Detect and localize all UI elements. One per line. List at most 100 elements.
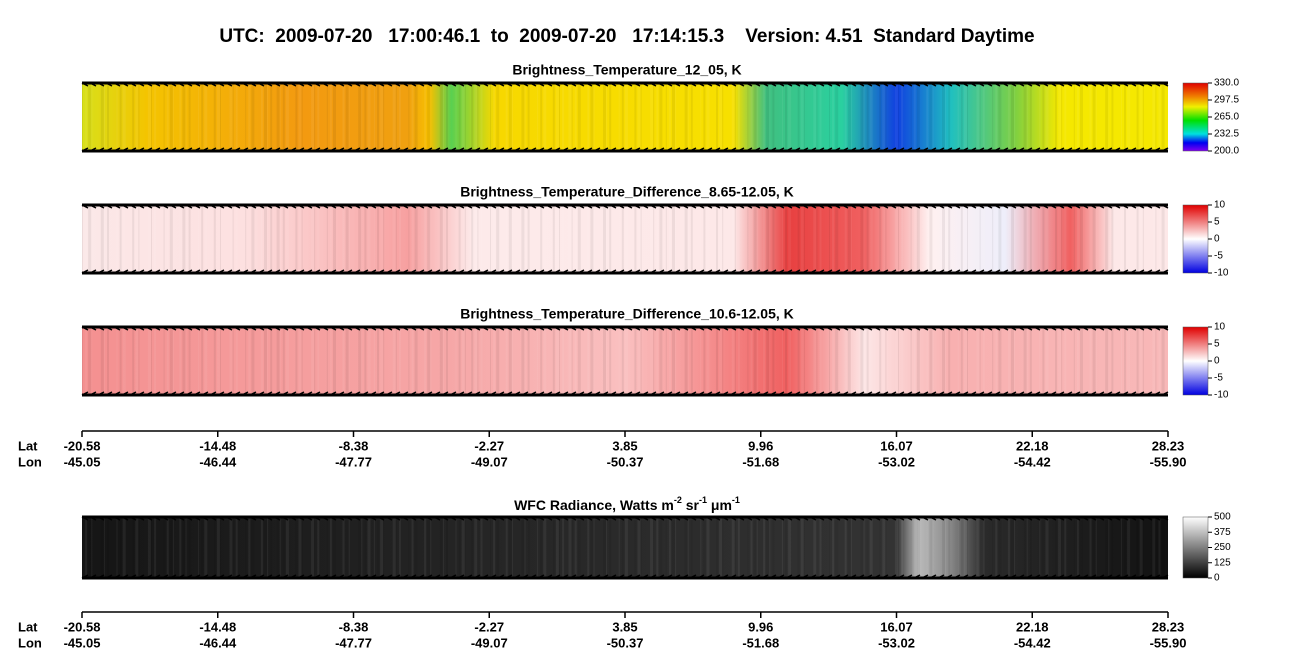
image-texture [282,327,285,395]
image-texture [982,517,985,578]
image-texture [537,517,539,578]
image-texture [992,327,994,395]
image-texture [264,205,267,273]
image-texture [860,327,864,395]
image-texture [916,327,920,395]
image-texture [763,205,766,273]
image-texture [885,83,887,151]
image-texture [568,327,572,395]
image-texture [640,83,642,151]
image-texture [455,205,457,273]
image-texture [960,205,963,273]
image-texture [1158,517,1161,578]
image-texture [624,205,628,273]
image-texture [992,83,994,151]
colorbar-label: 0 [1214,356,1220,367]
image-texture [719,83,723,151]
image-texture [138,205,140,273]
image-texture [458,327,461,395]
image-texture [552,517,555,578]
image-texture [213,517,216,578]
image-texture [1073,327,1075,395]
image-texture [511,517,513,578]
image-texture [326,83,328,151]
image-texture [1058,83,1062,151]
image-texture [737,327,740,395]
image-texture [1007,327,1010,395]
image-texture [232,327,234,395]
image-texture [665,205,667,273]
image-texture [1111,327,1114,395]
image-texture [477,83,479,151]
image-texture [722,327,724,395]
image-texture [609,517,612,578]
image-texture [367,327,371,395]
image-texture [1023,517,1027,578]
image-texture [568,205,572,273]
image-texture [1055,327,1057,395]
image-texture [948,517,951,578]
image-texture [427,327,431,395]
image-texture [1058,205,1062,273]
image-texture [665,327,667,395]
image-texture [967,205,968,273]
colorbar-label: -10 [1214,390,1229,401]
image-texture [1111,205,1114,273]
image-texture [295,205,298,273]
image-texture [439,205,443,273]
image-texture [477,327,479,395]
image-texture [329,517,332,578]
image-texture [568,83,572,151]
image-texture [1076,517,1079,578]
image-texture [737,517,740,578]
image-texture [659,327,663,395]
image-texture [461,205,465,273]
image-texture [703,327,706,395]
image-texture [279,327,281,395]
image-texture [703,205,706,273]
image-texture [910,517,912,578]
image-texture [860,83,864,151]
image-texture [781,327,783,395]
colorbar [1182,204,1209,274]
image-texture [245,83,247,151]
image-texture [317,205,320,273]
image-texture [656,205,659,273]
image-texture [668,327,671,395]
image-texture [345,327,349,395]
image-texture [1089,83,1092,151]
image-texture [317,83,320,151]
image-texture [574,205,577,273]
image-texture [198,327,200,395]
image-texture [618,327,620,395]
image-texture [383,205,385,273]
image-texture [1120,327,1122,395]
image-texture [706,517,710,578]
title-part: sr [682,497,700,513]
image-texture [147,83,151,151]
image-texture [361,83,363,151]
image-texture [672,205,675,273]
image-texture [813,327,817,395]
lon-tick-label: -53.02 [878,454,915,469]
image-texture [819,517,822,578]
image-texture [781,83,783,151]
image-texture [571,517,573,578]
image-texture [769,205,771,273]
image-texture [640,327,642,395]
image-texture [772,517,775,578]
image-texture [819,83,822,151]
image-texture [82,83,83,151]
image-texture [1155,517,1157,578]
image-texture [496,83,500,151]
image-texture [521,327,525,395]
image-texture [1139,205,1143,273]
image-texture [235,327,238,395]
image-texture [568,517,572,578]
image-texture [458,83,461,151]
image-texture [301,205,303,273]
image-texture [609,83,612,151]
colorbar-label: 0 [1214,573,1220,584]
image-texture [606,205,608,273]
image-texture [132,205,135,273]
